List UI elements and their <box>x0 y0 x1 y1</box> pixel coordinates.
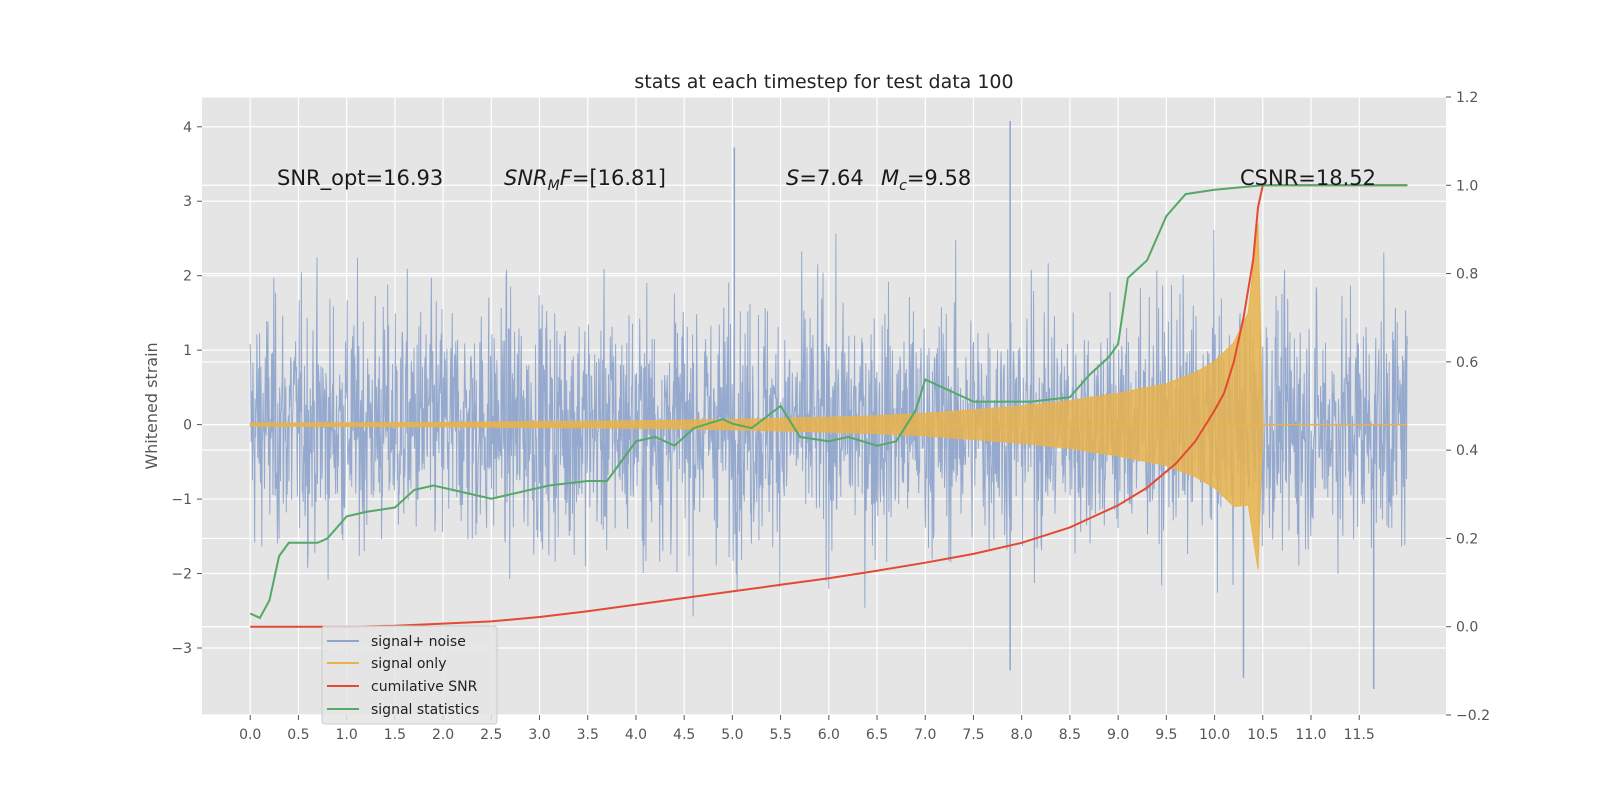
annotation-mc: Mc=9.58 <box>881 166 971 194</box>
y-tick-label: −3 <box>171 641 192 657</box>
x-tick-label: 7.5 <box>962 727 984 743</box>
x-tick-label: 0.0 <box>239 727 261 743</box>
x-axis-ticks: 0.0 0.5 1.0 1.5 2.0 2.5 3.0 3.5 4.0 4.5 5.0 5.5 6.0 6… <box>239 715 1375 743</box>
x-tick-label: 10.5 <box>1247 727 1278 743</box>
y2-tick-label: 0.8 <box>1456 267 1478 283</box>
x-tick-label: 3.5 <box>577 727 599 743</box>
series-signal-statistics <box>249 184 1408 620</box>
x-tick-label: 5.0 <box>721 727 743 743</box>
x-tick-label: 2.0 <box>432 727 454 743</box>
s-value: =7.64 <box>799 166 863 190</box>
x-tick-label: 9.0 <box>1107 727 1129 743</box>
y-axis-ticks: −3 −2 −1 0 1 2 3 4 <box>171 120 202 657</box>
series-cumulative-snr <box>250 184 1408 628</box>
legend-label-cumulative-snr: cumilative SNR <box>371 679 478 695</box>
mc-subscript: c <box>899 178 907 194</box>
x-tick-label: 8.0 <box>1011 727 1033 743</box>
x-tick-label: 5.5 <box>769 727 791 743</box>
y-tick-label: −2 <box>171 567 192 583</box>
cumulative-snr-line <box>250 184 1408 628</box>
y2-axis-ticks: −0.2 0.0 0.2 0.4 0.6 0.8 1.0 1.2 <box>1446 90 1490 724</box>
y2-tick-label: −0.2 <box>1456 708 1490 724</box>
x-tick-label: 4.5 <box>673 727 695 743</box>
x-tick-label: 11.0 <box>1295 727 1326 743</box>
x-tick-label: 6.0 <box>818 727 840 743</box>
y2-tick-label: 0.4 <box>1456 443 1478 459</box>
y-axis-label: Whitened strain <box>142 342 161 469</box>
annotation-snr-mf: SNRMF=[16.81] <box>504 166 666 194</box>
x-tick-label: 11.5 <box>1344 727 1375 743</box>
signal-statistics-line <box>249 184 1408 620</box>
y-tick-label: 2 <box>183 269 192 285</box>
annotation-s: S=7.64 <box>786 166 864 190</box>
x-tick-label: 10.0 <box>1199 727 1230 743</box>
y-tick-label: 0 <box>183 418 192 434</box>
annotation-snr-opt: SNR_opt=16.93 <box>277 166 443 191</box>
annotation-csnr: CSNR=18.52 <box>1240 166 1376 190</box>
snr-mf-subscript: M <box>548 178 560 194</box>
x-tick-label: 3.0 <box>528 727 550 743</box>
legend-label-signal-statistics: signal statistics <box>371 702 479 718</box>
y-tick-label: −1 <box>171 492 192 508</box>
mc-value: =9.58 <box>907 166 971 190</box>
mc-symbol: M <box>881 166 899 190</box>
chart-title: stats at each timestep for test data 100 <box>634 71 1013 93</box>
x-tick-label: 7.0 <box>914 727 936 743</box>
x-tick-label: 8.5 <box>1059 727 1081 743</box>
legend-box <box>321 625 498 725</box>
x-tick-label: 6.5 <box>866 727 888 743</box>
y2-tick-label: 0.2 <box>1456 531 1478 547</box>
series-signal-only <box>249 223 1408 570</box>
y2-tick-label: 1.2 <box>1456 90 1478 106</box>
legend-label-signal-only: signal only <box>371 656 446 672</box>
snr-mf-symbol: SNR <box>504 166 548 190</box>
y2-tick-label: 1.0 <box>1456 178 1478 194</box>
x-tick-label: 9.5 <box>1155 727 1177 743</box>
x-tick-label: 4.0 <box>625 727 647 743</box>
y2-tick-label: 0.0 <box>1456 620 1478 636</box>
x-tick-label: 0.5 <box>287 727 309 743</box>
legend-label-signal-noise: signal+ noise <box>371 634 466 650</box>
y-tick-label: 3 <box>183 194 192 210</box>
x-tick-label: 2.5 <box>480 727 502 743</box>
y-tick-label: 1 <box>183 343 192 359</box>
s-symbol: S <box>786 166 799 190</box>
x-tick-label: 1.0 <box>336 727 358 743</box>
y-tick-label: 4 <box>183 120 192 136</box>
x-tick-label: 1.5 <box>384 727 406 743</box>
snr-mf-symbol-f: F <box>560 166 573 190</box>
legend: signal+ noise signal only cumilative SNR… <box>321 625 498 725</box>
y2-tick-label: 0.6 <box>1456 355 1478 371</box>
snr-mf-value: =[16.81] <box>572 166 666 190</box>
